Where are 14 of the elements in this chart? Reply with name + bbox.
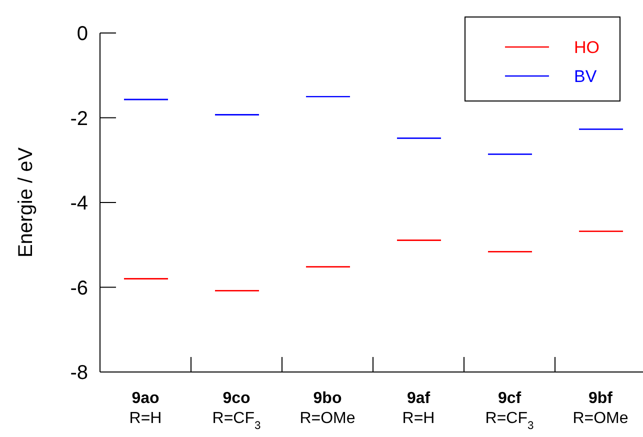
legend-label: HO: [574, 38, 600, 57]
x-tick-label: 9co R=CF$_{3}$: [212, 390, 261, 432]
y-axis-title: Energie / eV: [15, 146, 37, 258]
x-tick-label: 9af R=H: [402, 390, 435, 427]
x-tick-label: 9bo R=OMe: [300, 390, 356, 427]
y-tick-label: -4: [70, 192, 88, 214]
x-tick-label: 9cf R=CF$_{3}$: [485, 390, 534, 432]
x-tick-label: 9bf R=OMe: [572, 390, 628, 427]
y-tick-label: -6: [70, 277, 88, 300]
y-tick-label: -8: [70, 362, 88, 384]
y-tick-label: 0: [76, 23, 88, 45]
legend-label: BV: [574, 66, 598, 86]
x-tick-label: 9ao R=H: [129, 390, 162, 427]
y-tick-label: -2: [70, 108, 88, 130]
